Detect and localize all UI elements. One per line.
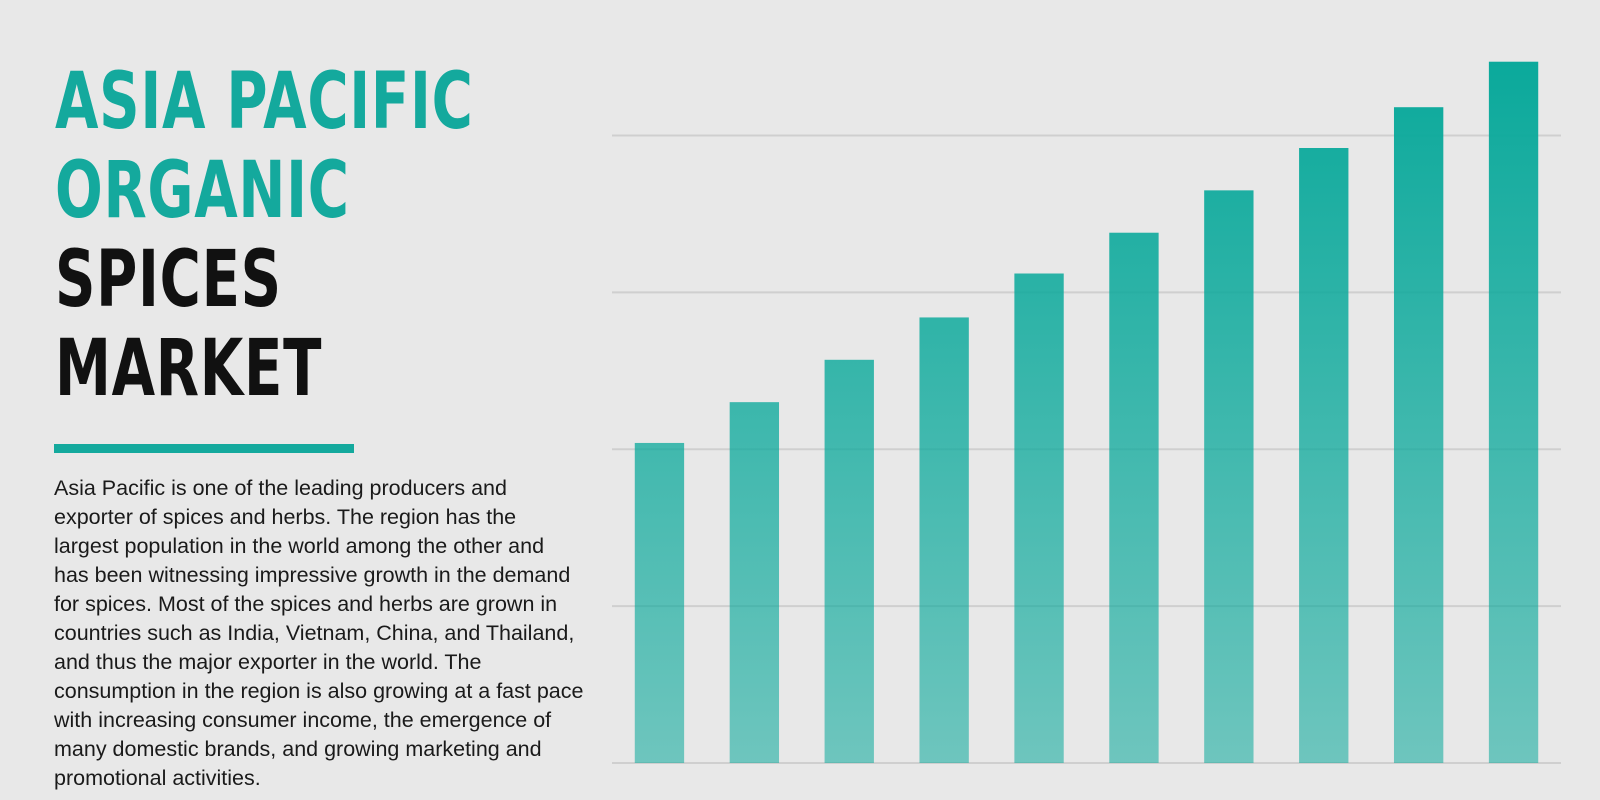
title-underline xyxy=(54,444,354,453)
bar xyxy=(1204,190,1254,763)
bar xyxy=(1488,61,1539,763)
title-line: ORGANIC xyxy=(55,146,350,236)
bar xyxy=(1393,107,1444,763)
description: Asia Pacific is one of the leading produ… xyxy=(54,476,584,790)
bar xyxy=(1014,273,1064,763)
bar xyxy=(1109,232,1159,763)
bar xyxy=(919,317,969,763)
title-line: MARKET xyxy=(55,324,323,414)
title-line: ASIA PACIFIC xyxy=(55,57,474,147)
bar xyxy=(1299,147,1349,764)
title-line: SPICES xyxy=(55,235,282,325)
title: ASIA PACIFIC ORGANIC SPICES MARKET xyxy=(55,58,636,414)
bar xyxy=(634,442,685,763)
bar xyxy=(729,402,780,763)
bar xyxy=(824,359,874,763)
